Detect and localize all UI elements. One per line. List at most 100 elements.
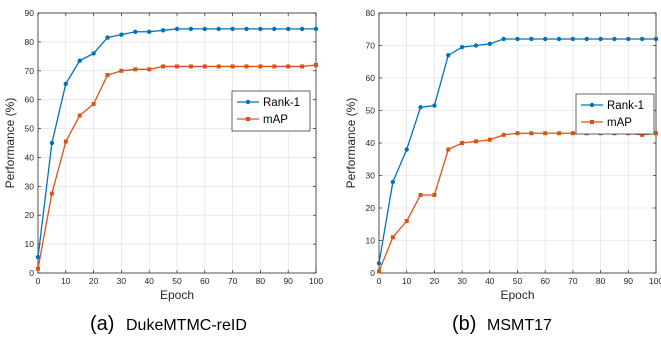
x-tick-label: 60: [200, 276, 210, 286]
x-tick-label: 70: [568, 276, 578, 286]
data-point-map: [258, 64, 263, 69]
x-tick-label: 90: [624, 276, 634, 286]
legend-label-rank-1: Rank-1: [263, 97, 300, 109]
data-point-rank-1: [313, 26, 319, 32]
data-point-rank-1: [515, 36, 520, 42]
data-point-map: [404, 219, 409, 223]
data-point-map: [216, 64, 221, 69]
data-point-rank-1: [230, 26, 235, 32]
data-point-map: [314, 63, 318, 67]
data-point-rank-1: [626, 36, 631, 42]
y-tick-label: 40: [25, 152, 35, 162]
data-point-rank-1: [133, 29, 138, 34]
caption-a-letter: (a): [90, 313, 114, 335]
data-point-map: [202, 64, 207, 69]
data-point-map: [91, 102, 96, 106]
data-point-rank-1: [244, 26, 249, 32]
y-tick-label: 60: [25, 95, 35, 105]
x-tick-label: 20: [430, 276, 440, 286]
data-point-map: [63, 139, 68, 144]
data-point-map: [557, 131, 562, 136]
data-point-rank-1: [77, 58, 82, 63]
data-point-rank-1: [49, 140, 55, 146]
data-point-rank-1: [543, 36, 548, 42]
data-point-map: [377, 269, 381, 274]
data-point-rank-1: [105, 35, 110, 40]
y-tick-label: 20: [25, 210, 35, 220]
data-point-rank-1: [529, 36, 534, 42]
data-point-rank-1: [418, 105, 423, 110]
data-point-map: [640, 132, 645, 137]
data-point-rank-1: [376, 261, 382, 266]
caption-b-name: MSMT17: [487, 317, 552, 334]
data-point-rank-1: [612, 36, 617, 42]
y-tick-label: 0: [29, 268, 34, 278]
data-point-rank-1: [598, 36, 603, 42]
data-point-map: [119, 68, 124, 73]
legend-swatch-marker: [590, 120, 594, 124]
data-point-map: [230, 64, 235, 69]
x-tick-label: 80: [256, 276, 266, 286]
legend: Rank-1 mAP: [575, 93, 655, 135]
y-tick-label: 90: [25, 8, 35, 18]
data-point-map: [654, 131, 658, 136]
data-point-map: [133, 67, 138, 72]
y-axis-label: Performance (%): [344, 98, 358, 189]
data-point-map: [418, 193, 423, 197]
legend-label-rank-1: Rank-1: [607, 100, 644, 112]
data-point-rank-1: [653, 36, 659, 42]
x-tick-label: 20: [89, 276, 99, 286]
y-tick-label: 80: [366, 8, 376, 18]
data-point-map: [188, 64, 193, 69]
x-tick-label: 50: [513, 276, 523, 286]
x-tick-label: 0: [36, 276, 41, 286]
data-point-rank-1: [501, 36, 506, 42]
data-point-map: [487, 137, 492, 142]
x-tick-label: 100: [309, 276, 323, 286]
x-tick-label: 0: [377, 276, 382, 286]
data-point-map: [529, 131, 534, 136]
legend-box: [231, 90, 311, 132]
data-point-rank-1: [639, 36, 645, 42]
legend-label-map: mAP: [263, 114, 288, 126]
panel-msmt17: 0 10 20 30 40 50 60 70 80 90 100 0 10 20 30 40 50 60 70 80 E…: [344, 8, 661, 302]
data-point-map: [543, 131, 548, 136]
data-point-map: [36, 266, 40, 271]
data-point-rank-1: [147, 29, 152, 34]
data-point-rank-1: [119, 32, 124, 37]
data-point-rank-1: [570, 36, 576, 42]
data-point-map: [446, 147, 451, 152]
y-tick-label: 10: [25, 239, 35, 249]
data-point-rank-1: [160, 28, 166, 33]
y-tick-label: 30: [366, 171, 376, 181]
data-point-rank-1: [432, 103, 437, 108]
x-tick-label: 100: [649, 276, 661, 286]
data-point-map: [501, 132, 506, 137]
legend: Rank-1 mAP: [231, 90, 311, 132]
data-point-map: [286, 64, 291, 69]
data-point-map: [272, 64, 277, 69]
x-tick-label: 70: [228, 276, 238, 286]
y-tick-label: 70: [366, 41, 376, 51]
y-tick-label: 20: [366, 203, 376, 213]
data-point-rank-1: [473, 43, 479, 48]
data-point-map: [300, 64, 305, 69]
legend-box: [575, 93, 655, 135]
y-tick-label: 50: [25, 124, 35, 134]
y-tick-label: 40: [366, 138, 376, 148]
legend-label-map: mAP: [607, 117, 632, 129]
data-point-map: [77, 113, 82, 118]
y-tick-label: 10: [366, 236, 376, 246]
data-point-rank-1: [35, 254, 41, 260]
data-point-map: [432, 193, 437, 197]
data-point-map: [175, 64, 179, 69]
x-axis-label: Epoch: [500, 288, 534, 302]
y-axis-label: Performance (%): [3, 98, 17, 189]
legend-swatch-marker: [589, 102, 595, 108]
y-tick-label: 50: [366, 106, 376, 116]
data-point-rank-1: [299, 26, 305, 32]
legend-swatch-marker: [246, 117, 250, 121]
data-point-rank-1: [91, 51, 96, 56]
data-point-rank-1: [188, 26, 194, 32]
